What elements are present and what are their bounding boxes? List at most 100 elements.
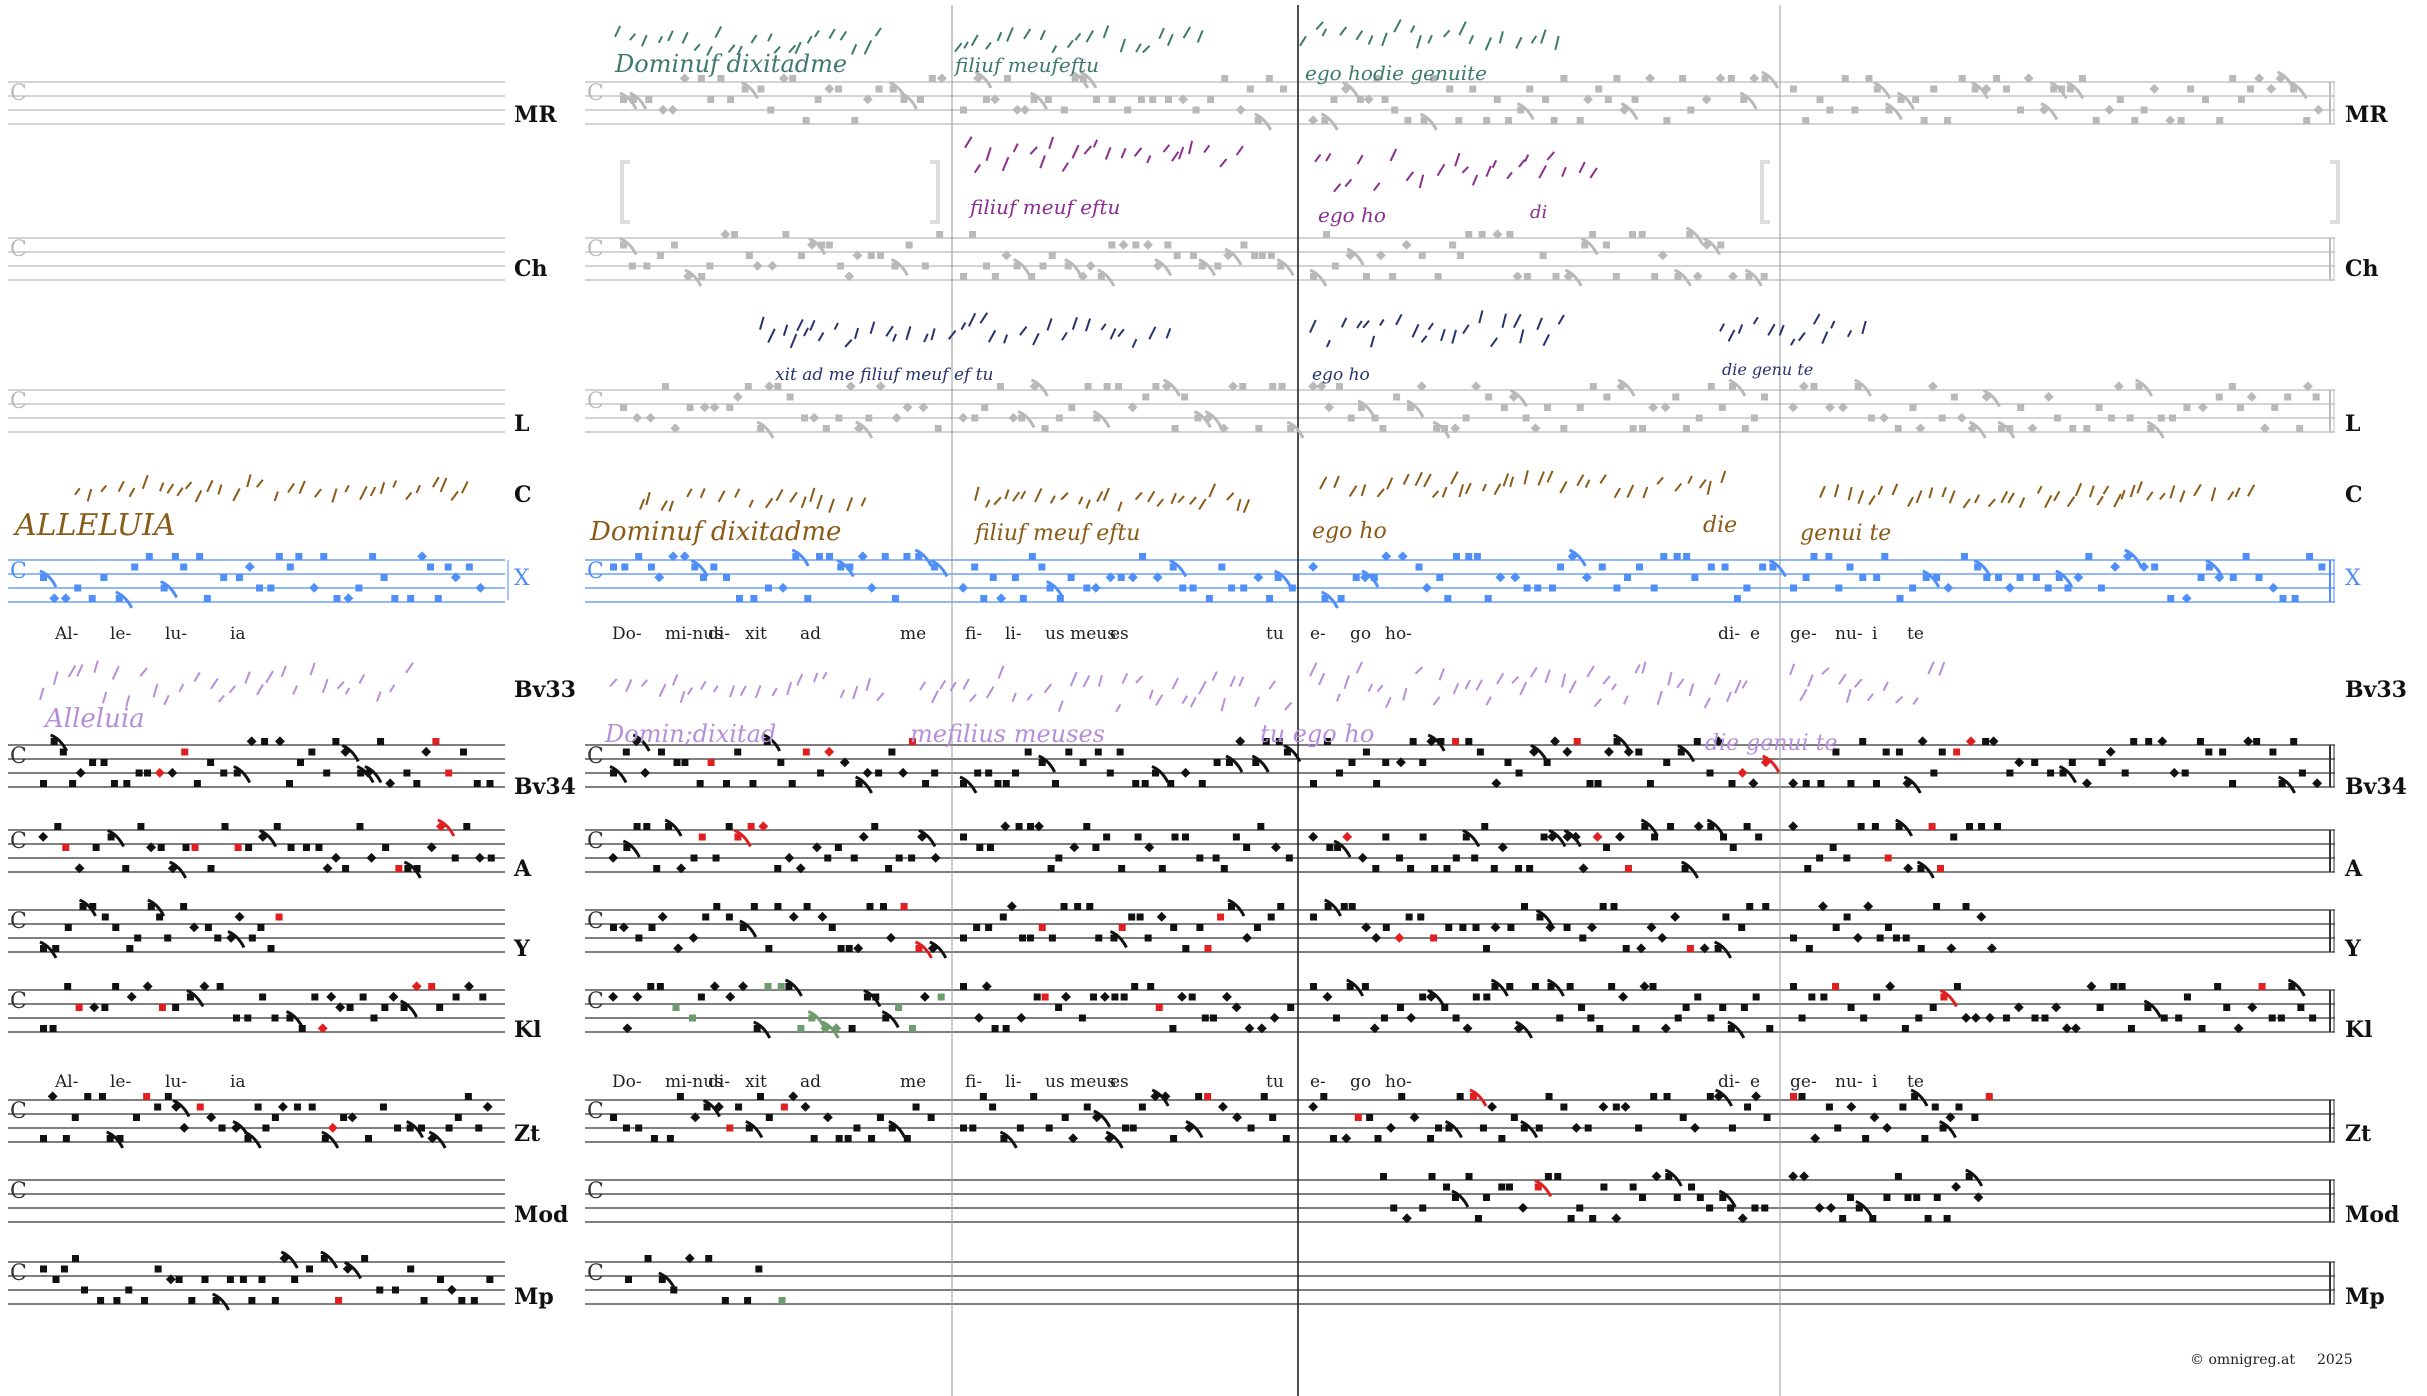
mr-text: Dominuf dixitadme — [614, 50, 847, 78]
l-neume — [1379, 318, 1385, 327]
l-neume — [844, 339, 853, 348]
l-text: ego ho — [1312, 365, 1370, 385]
neume-note — [1106, 769, 1114, 777]
neume-note — [1177, 991, 1187, 1002]
neume-note — [1943, 582, 1954, 593]
l-text: die genu te — [1722, 360, 1813, 379]
neume-note — [474, 852, 485, 863]
neume-curve — [1109, 930, 1128, 949]
neume-curve — [2135, 378, 2153, 397]
neume-note — [2253, 738, 2261, 745]
bv33-neume — [178, 683, 185, 693]
neume-note — [2312, 778, 2323, 789]
neume-curve — [1079, 70, 1098, 89]
neume-note — [2228, 383, 2236, 390]
c-neume — [1020, 490, 1027, 500]
l-neume — [1117, 328, 1125, 338]
neume-note — [1855, 1204, 1863, 1212]
neume-note — [347, 1112, 358, 1123]
neume-note — [1171, 425, 1179, 432]
neume-note — [721, 1297, 729, 1304]
neume-curve — [1702, 237, 1721, 256]
neume-note — [903, 1135, 911, 1142]
neume-note — [666, 1135, 674, 1142]
neume-note — [1894, 1173, 1902, 1180]
lyric-syllable: ge- — [1790, 624, 1817, 644]
neume-note — [1933, 1194, 1941, 1201]
neume-note — [2181, 769, 2189, 777]
neume-note — [1720, 833, 1728, 841]
neume-note — [60, 1265, 68, 1273]
neume-note — [1667, 823, 1675, 830]
c-neume — [1509, 476, 1515, 488]
neume-note — [1909, 404, 1917, 411]
bv33-neume — [1641, 661, 1647, 674]
bv33-neume — [265, 670, 274, 684]
neume-note — [686, 404, 694, 411]
neume-note — [1391, 106, 1399, 114]
neume-note — [308, 1103, 316, 1111]
neume-note — [74, 584, 82, 592]
c-neume — [1576, 474, 1585, 487]
neume-note — [50, 738, 58, 745]
neume-note — [1120, 993, 1128, 1001]
neume-note — [696, 780, 704, 787]
mr-neume — [1458, 21, 1467, 36]
neume-note — [1247, 1124, 1255, 1132]
neume-note — [2175, 1014, 2183, 1022]
neume-note — [622, 748, 630, 756]
neume-note — [2296, 425, 2304, 432]
mr-neume — [1442, 29, 1451, 38]
neume-note — [1548, 584, 1556, 592]
neume-note — [1688, 1183, 1696, 1191]
neume-note — [738, 981, 749, 992]
c-neume — [1559, 481, 1568, 494]
ch-neume — [1104, 147, 1112, 160]
neume-note — [1188, 993, 1196, 1001]
neume-note — [1308, 381, 1319, 392]
neume-curve — [2058, 765, 2077, 784]
neume-note — [1310, 913, 1317, 921]
neume-note — [2313, 104, 2324, 115]
neume-note — [1986, 943, 1997, 954]
bv33-neume — [1011, 692, 1017, 702]
neume-note — [2017, 106, 2025, 114]
neume-note — [1740, 96, 1748, 103]
neume-note — [2140, 106, 2148, 114]
neume-note — [620, 96, 627, 103]
neume-note — [750, 903, 758, 910]
neume-note — [1156, 911, 1167, 922]
neume-note — [817, 769, 825, 777]
neume-note — [359, 993, 367, 1001]
bv33-neume — [949, 681, 957, 692]
neume-note — [1766, 1025, 1774, 1032]
neume-note — [1420, 117, 1428, 124]
c-neume — [460, 480, 469, 494]
neume-note — [1620, 1101, 1631, 1112]
neume-note — [658, 748, 666, 756]
neume-note — [1672, 393, 1680, 401]
neume-note — [1143, 239, 1153, 250]
neume-note — [1879, 412, 1890, 423]
neume-note — [825, 241, 833, 249]
c-neume — [985, 499, 991, 508]
l-neume — [1861, 320, 1867, 335]
neume-curve — [233, 765, 252, 784]
neume-note — [1348, 903, 1356, 910]
neume-note — [445, 769, 453, 777]
bv33-neume — [1115, 703, 1122, 713]
neume-note — [1902, 934, 1910, 942]
ch-neume — [1162, 144, 1171, 153]
neume-note — [734, 833, 742, 841]
neume-note — [1167, 780, 1175, 787]
neume-note — [1506, 983, 1514, 990]
neume-curve — [702, 1099, 721, 1118]
c-neume — [1177, 495, 1185, 504]
neume-note — [2032, 574, 2040, 581]
neume-note — [1310, 273, 1317, 280]
neume-curve — [1017, 410, 1036, 429]
neume-note — [308, 748, 316, 756]
lyric-syllable: tu — [1266, 1072, 1284, 1092]
bv33-neume — [1475, 679, 1484, 691]
neume-note — [357, 769, 365, 777]
